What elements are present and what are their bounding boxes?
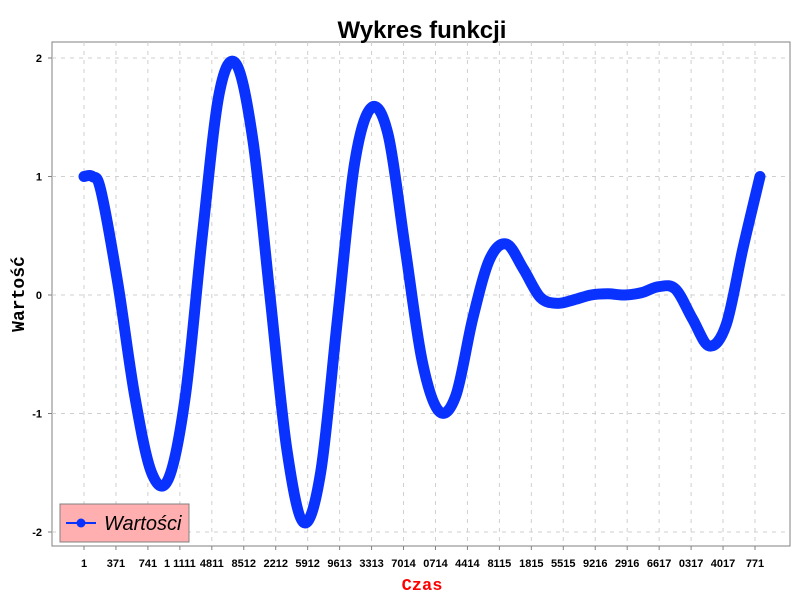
data-point	[386, 133, 391, 138]
data-point	[217, 91, 222, 96]
series-layer	[78, 55, 766, 529]
x-tick-label: 2916	[615, 558, 639, 570]
data-point	[267, 293, 272, 297]
legend: Wartości	[59, 503, 190, 543]
data-point	[487, 257, 492, 262]
data-point	[589, 293, 593, 297]
data-point	[758, 174, 762, 179]
x-tick-label: 4811	[200, 558, 224, 570]
x-tick-label: 5515	[551, 558, 575, 570]
x-tick-label: 371	[107, 558, 125, 570]
data-point	[453, 393, 458, 398]
y-tick-label: -1	[32, 409, 42, 421]
x-tick-label: 9216	[583, 558, 607, 570]
data-point	[470, 316, 475, 321]
chart-title: Wykres funkcji	[338, 17, 507, 44]
x-tick-label: 3313	[359, 558, 383, 570]
legend-label: Wartości	[104, 513, 182, 535]
x-tick-label: 7014	[391, 558, 416, 570]
data-point	[436, 409, 441, 414]
data-point	[656, 284, 661, 289]
data-point	[707, 343, 712, 348]
x-tick-label: 4017	[711, 558, 735, 570]
data-point	[555, 301, 560, 306]
data-point	[639, 290, 644, 295]
data-point	[98, 188, 103, 193]
x-tick-label: 2212	[263, 558, 287, 570]
x-tick-label: 771	[746, 558, 764, 570]
x-tick-label: 0714	[423, 558, 448, 570]
data-point	[369, 105, 374, 110]
x-tick-label: 5912	[295, 558, 319, 570]
data-point	[132, 393, 137, 398]
data-point	[90, 174, 95, 179]
x-tick-label: 8512	[232, 558, 256, 570]
data-point	[504, 242, 509, 247]
y-axis-label: Wartość	[10, 256, 30, 332]
y-tick-label: 2	[36, 53, 42, 65]
x-tick-label: 1 1111	[164, 558, 196, 570]
data-point	[352, 162, 357, 167]
data-point	[673, 287, 678, 292]
data-point	[284, 447, 289, 452]
x-tick-label: 4414	[455, 558, 480, 570]
data-point	[183, 393, 188, 398]
data-point	[521, 266, 526, 271]
data-point	[724, 322, 729, 327]
y-tick-label: -2	[32, 527, 42, 539]
data-point	[622, 293, 627, 297]
x-axis-ticks: 1 371 741 1 1111 4811 8512 2212 5912 9613 3313 701…	[81, 546, 764, 570]
data-point	[690, 316, 695, 321]
y-tick-label: 0	[36, 290, 42, 302]
x-tick-label: 0317	[679, 558, 703, 570]
data-point	[82, 174, 86, 179]
data-point	[115, 281, 120, 286]
data-point	[301, 520, 306, 525]
data-point	[234, 61, 239, 66]
x-tick-label: 9613	[327, 558, 351, 570]
x-tick-label: 741	[139, 558, 157, 570]
data-point	[200, 233, 205, 238]
data-point	[538, 295, 543, 300]
data-point	[403, 245, 408, 250]
data-point	[166, 476, 171, 481]
x-tick-label: 1815	[519, 558, 543, 570]
y-tick-label: 1	[36, 172, 42, 184]
x-tick-label: 6617	[647, 558, 671, 570]
data-point	[605, 291, 610, 296]
y-axis-ticks: 2 1 0 -1 -2	[32, 53, 52, 539]
data-point	[335, 316, 340, 321]
x-tick-label: 8115	[487, 558, 511, 570]
data-point	[420, 358, 424, 363]
data-point	[149, 470, 154, 475]
legend-marker-swatch	[76, 518, 86, 528]
data-point	[741, 245, 746, 250]
data-point	[572, 297, 577, 302]
data-point	[318, 470, 323, 475]
data-point	[251, 138, 255, 143]
x-axis-label: Czas	[402, 577, 443, 596]
x-tick-label: 1	[81, 558, 87, 570]
